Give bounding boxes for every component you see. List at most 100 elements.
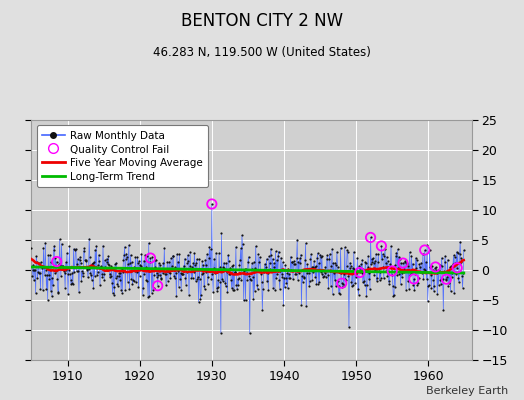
Point: [54, 290, 63, 296]
Point: [324, 272, 332, 279]
Point: [149, 285, 158, 292]
Point: [194, 299, 203, 305]
Point: [235, 262, 244, 268]
Point: [308, 264, 316, 270]
Point: [334, 290, 343, 296]
Point: [205, 244, 214, 250]
Point: [430, 282, 439, 289]
Point: [298, 273, 306, 280]
Point: [383, 254, 391, 260]
Point: [368, 256, 376, 262]
Point: [326, 268, 334, 274]
Point: [238, 232, 246, 239]
Point: [276, 267, 285, 274]
Point: [242, 297, 250, 304]
Point: [258, 279, 266, 285]
Point: [189, 275, 197, 281]
Point: [417, 260, 425, 266]
Point: [447, 262, 455, 269]
Point: [344, 249, 352, 255]
Point: [440, 268, 448, 275]
Point: [89, 260, 97, 267]
Point: [427, 285, 435, 291]
Point: [181, 274, 190, 281]
Point: [241, 266, 249, 272]
Point: [236, 245, 245, 252]
Point: [28, 273, 36, 279]
Point: [348, 283, 356, 290]
Point: [453, 265, 461, 271]
Point: [405, 263, 413, 270]
Point: [333, 249, 341, 255]
Point: [288, 259, 297, 266]
Point: [118, 290, 126, 296]
Point: [299, 278, 307, 285]
Point: [208, 270, 216, 277]
Point: [154, 282, 162, 289]
Point: [296, 255, 304, 262]
Point: [244, 258, 252, 265]
Point: [335, 283, 344, 290]
Point: [105, 274, 114, 280]
Point: [382, 268, 390, 275]
Point: [325, 251, 334, 257]
Point: [387, 272, 396, 278]
Point: [332, 262, 341, 268]
Point: [247, 277, 255, 284]
Point: [63, 270, 72, 277]
Point: [302, 303, 310, 309]
Point: [133, 254, 141, 260]
Point: [401, 259, 409, 265]
Point: [134, 259, 142, 266]
Point: [223, 268, 231, 275]
Point: [310, 258, 318, 265]
Point: [136, 273, 144, 280]
Point: [341, 244, 349, 251]
Point: [300, 274, 309, 280]
Point: [458, 273, 466, 280]
Point: [375, 266, 383, 272]
Point: [80, 248, 88, 255]
Point: [433, 291, 442, 298]
Point: [59, 262, 68, 269]
Point: [187, 275, 195, 282]
Point: [57, 240, 66, 247]
Point: [84, 266, 93, 272]
Point: [336, 245, 345, 252]
Point: [269, 285, 277, 291]
Point: [162, 282, 170, 288]
Point: [454, 275, 463, 281]
Point: [413, 282, 422, 288]
Point: [84, 274, 92, 281]
Point: [148, 254, 157, 260]
Point: [51, 270, 59, 277]
Point: [251, 265, 259, 271]
Point: [303, 261, 312, 268]
Point: [419, 251, 427, 257]
Point: [381, 246, 389, 252]
Point: [236, 257, 244, 263]
Point: [256, 254, 264, 260]
Point: [224, 252, 232, 258]
Point: [350, 249, 358, 255]
Point: [128, 259, 136, 265]
Point: [228, 263, 236, 270]
Point: [177, 270, 185, 276]
Point: [247, 266, 256, 272]
Point: [337, 280, 346, 286]
Point: [246, 275, 255, 282]
Point: [217, 230, 226, 236]
Point: [320, 273, 328, 280]
Point: [353, 268, 361, 275]
Point: [235, 275, 243, 281]
Point: [86, 270, 94, 276]
Point: [304, 265, 312, 272]
Point: [379, 264, 387, 270]
Point: [450, 290, 458, 296]
Point: [387, 243, 395, 249]
Point: [395, 253, 403, 260]
Point: [376, 269, 385, 276]
Point: [226, 264, 235, 271]
Point: [143, 278, 151, 284]
Point: [356, 269, 364, 276]
